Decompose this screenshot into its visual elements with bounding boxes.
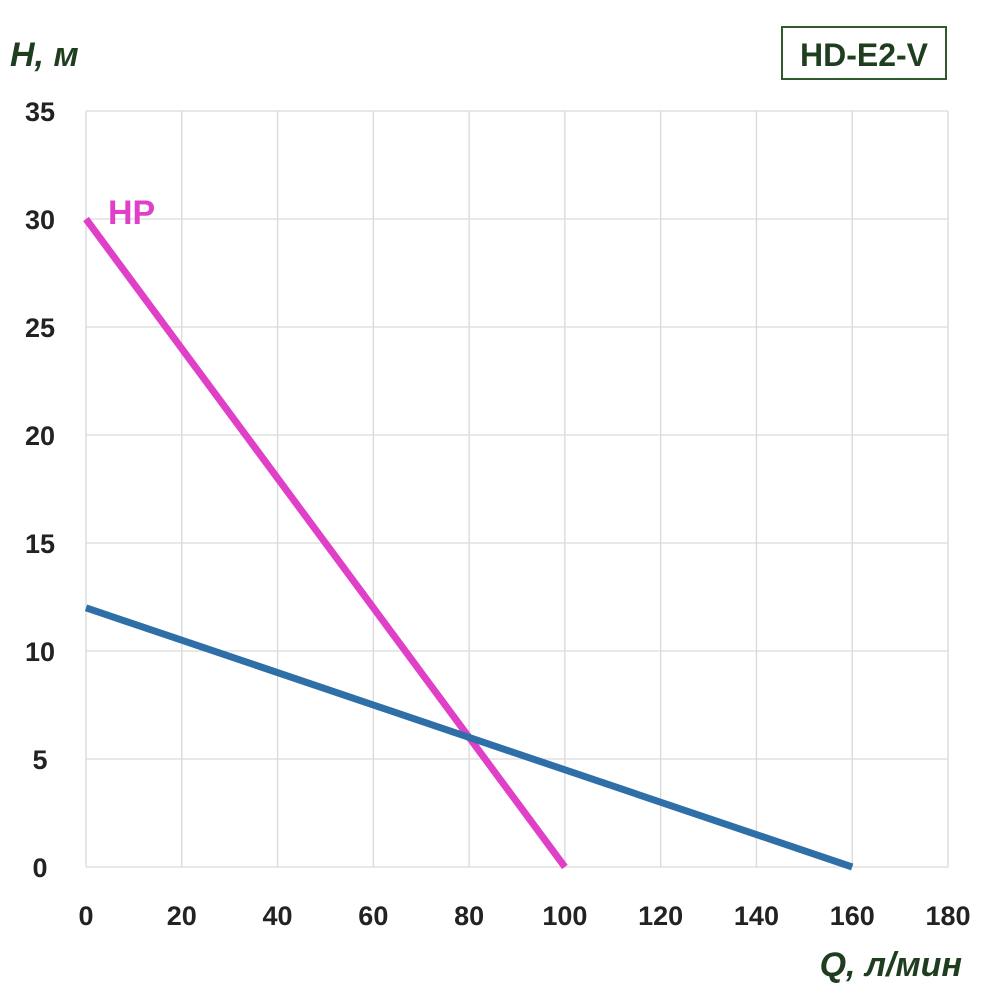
y-tick-label: 15 <box>25 529 55 559</box>
y-tick-label: 0 <box>32 853 47 883</box>
y-tick-labels: 0 5 10 15 20 25 30 35 <box>25 97 55 883</box>
series-label-hp: HP <box>108 194 155 232</box>
x-tick-label: 40 <box>263 901 293 931</box>
chart-title: HD-E2-V <box>800 37 929 73</box>
y-tick-label: 5 <box>32 745 47 775</box>
x-tick-label: 20 <box>167 901 197 931</box>
x-axis-label: Q, л/мин <box>820 946 962 984</box>
title-box <box>781 26 947 80</box>
x-tick-label: 120 <box>638 901 683 931</box>
x-tick-label: 100 <box>542 901 587 931</box>
x-tick-label: 160 <box>830 901 875 931</box>
y-tick-label: 30 <box>25 205 55 235</box>
y-tick-label: 25 <box>25 313 55 343</box>
y-tick-label: 35 <box>25 97 55 127</box>
series-line-blue <box>84 604 854 871</box>
series-lines <box>83 216 854 871</box>
x-tick-labels: 0 20 40 60 80 100 120 140 160 180 <box>78 901 970 931</box>
x-tick-label: 60 <box>358 901 388 931</box>
y-tick-label: 20 <box>25 421 55 451</box>
grid <box>85 110 949 868</box>
y-axis-label: H, м <box>10 36 79 74</box>
x-tick-label: 140 <box>734 901 779 931</box>
x-tick-label: 180 <box>925 901 970 931</box>
y-tick-label: 10 <box>25 637 55 667</box>
x-tick-label: 80 <box>454 901 484 931</box>
x-tick-label: 0 <box>78 901 93 931</box>
series-line-hp <box>83 216 568 870</box>
